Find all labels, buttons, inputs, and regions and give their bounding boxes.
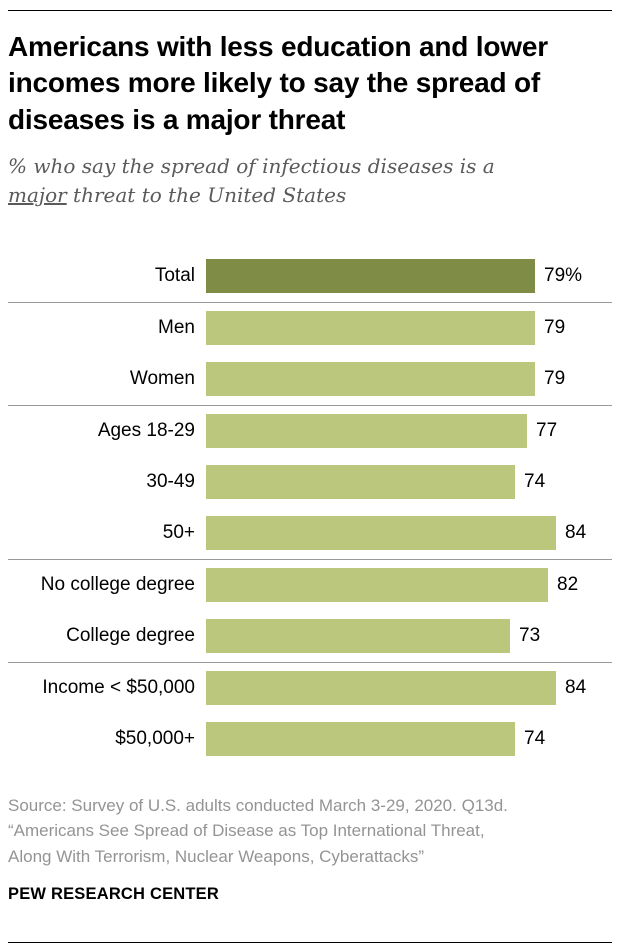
value-label: 79 — [544, 368, 566, 390]
source-note: Source: Survey of U.S. adults conducted … — [8, 793, 612, 870]
subtitle-text-suffix: threat to the United States — [66, 182, 347, 207]
chart-row: Men 79 — [8, 303, 612, 354]
chart-row: College degree 73 — [8, 611, 612, 662]
source-line: Source: Survey of U.S. adults conducted … — [8, 795, 508, 815]
category-label: $50,000+ — [115, 728, 195, 750]
category-label: Women — [129, 368, 195, 390]
category-label: 30-49 — [146, 471, 195, 493]
chart-row: Women 79 — [8, 354, 612, 405]
chart-row: Income < $50,000 84 — [8, 663, 612, 714]
value-label: 79% — [544, 265, 583, 287]
chart-title: Americans with less education and lower … — [8, 31, 548, 135]
bar — [206, 414, 527, 449]
value-label: 74 — [524, 728, 546, 750]
chart-row: No college degree 82 — [8, 560, 612, 611]
bar — [206, 619, 510, 654]
chart-row: Ages 18-29 77 — [8, 406, 612, 457]
value-label: 84 — [565, 677, 587, 699]
value-label: 73 — [519, 625, 541, 647]
bar — [206, 671, 556, 706]
group-separator — [8, 661, 612, 663]
source-line: “Americans See Spread of Disease as Top … — [8, 821, 485, 841]
bar — [206, 465, 515, 500]
category-label: Income < $50,000 — [42, 677, 195, 699]
chart-row: Total 79% — [8, 251, 612, 302]
subtitle-text-prefix: % who say the spread of infectious disea… — [8, 154, 495, 179]
category-label: No college degree — [40, 574, 195, 596]
bar — [206, 311, 535, 346]
bar — [206, 568, 548, 603]
chart-subtitle: % who say the spread of infectious disea… — [8, 152, 553, 209]
group-separator — [8, 301, 612, 303]
value-label: 79 — [544, 317, 566, 339]
bar — [206, 722, 515, 757]
chart-row: 30-49 74 — [8, 457, 612, 508]
bar-chart: Total 79% Men 79 Women 79 Ages 18-29 77 30-49 74 5… — [8, 251, 612, 765]
chart-row: 50+ 84 — [8, 508, 612, 559]
subtitle-underlined-word: major — [8, 182, 67, 207]
bar — [206, 259, 535, 294]
category-label: College degree — [66, 625, 195, 647]
category-label: Ages 18-29 — [97, 420, 195, 442]
bottom-divider — [8, 942, 612, 943]
brand-footer: PEW RESEARCH CENTER — [8, 885, 219, 904]
category-label: Men — [158, 317, 195, 339]
top-divider — [8, 10, 612, 11]
bar — [206, 362, 535, 397]
value-label: 82 — [557, 574, 579, 596]
source-line: Along With Terrorism, Nuclear Weapons, C… — [8, 846, 425, 866]
category-label: Total — [154, 265, 195, 287]
bar — [206, 516, 556, 551]
value-label: 77 — [536, 420, 558, 442]
chart-row: $50,000+ 74 — [8, 714, 612, 765]
group-separator — [8, 558, 612, 560]
category-label: 50+ — [162, 522, 195, 544]
value-label: 74 — [524, 471, 546, 493]
group-separator — [8, 404, 612, 406]
value-label: 84 — [565, 522, 587, 544]
